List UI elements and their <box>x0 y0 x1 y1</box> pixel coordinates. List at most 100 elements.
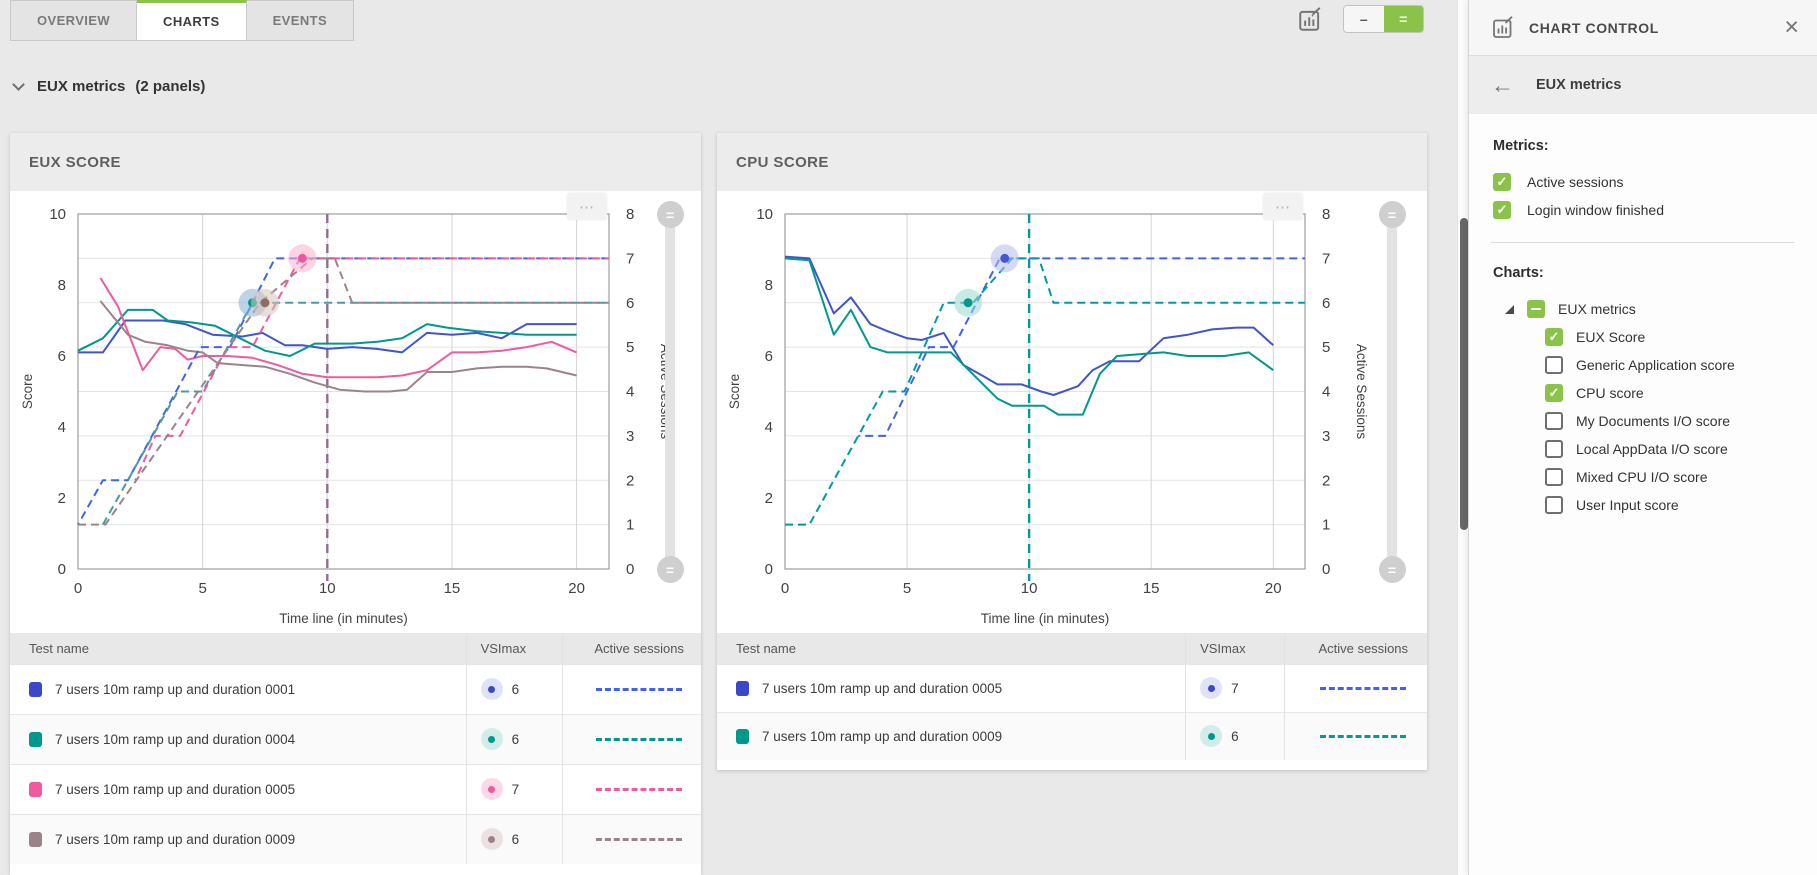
table-row[interactable]: 7 users 10m ramp up and duration 0005 7 <box>717 663 1427 712</box>
svg-text:4: 4 <box>58 419 66 436</box>
column-header[interactable]: VSImax <box>1185 633 1285 664</box>
eux-score-table: Test name VSImax Active sessions 7 users 10… <box>10 633 701 864</box>
vsimax-value: 7 <box>511 781 520 797</box>
svg-text:3: 3 <box>1322 428 1330 445</box>
svg-text:15: 15 <box>1143 580 1160 597</box>
svg-text:0: 0 <box>781 580 789 597</box>
marker-dot[interactable] <box>963 298 973 308</box>
vsimax-badge <box>1200 677 1223 699</box>
series-dashed-4 <box>77 257 609 526</box>
metric-checkbox-row[interactable]: ✓ Active sessions <box>1493 168 1793 196</box>
column-header[interactable]: Test name <box>717 633 1186 664</box>
tree-leaf-row[interactable]: Generic Application score <box>1493 351 1793 379</box>
tree-leaf-row[interactable]: My Documents I/O score <box>1493 407 1793 435</box>
vsimax-value: 6 <box>511 831 520 847</box>
tree-node-eux-metrics[interactable]: EUX metrics <box>1493 295 1793 323</box>
test-name: 7 users 10m ramp up and duration 0005 <box>762 680 1003 696</box>
table-row[interactable]: 7 users 10m ramp up and duration 0001 6 <box>10 663 701 714</box>
unchecked-checkbox-icon[interactable] <box>1545 496 1563 514</box>
chart-control-sidebar: CHART CONTROL × ← EUX metrics Metrics: ✓… <box>1468 0 1817 875</box>
vsimax-badge <box>480 728 503 750</box>
tree-leaf-label: Generic Application score <box>1576 357 1735 373</box>
checked-checkbox-icon[interactable]: ✓ <box>1545 384 1563 402</box>
results-table: Test name VSImax Active sessions 7 users 10… <box>717 633 1427 760</box>
collapse-panels-button[interactable]: – <box>1344 6 1384 32</box>
vsimax-value: 6 <box>1231 728 1239 744</box>
unchecked-checkbox-icon[interactable] <box>1545 412 1563 430</box>
tree-leaf-row[interactable]: Local AppData I/O score <box>1493 435 1793 463</box>
table-row[interactable]: 7 users 10m ramp up and duration 0004 6 <box>10 713 701 764</box>
column-header[interactable]: Active sessions <box>562 633 701 664</box>
column-header[interactable]: VSImax <box>465 633 563 664</box>
svg-text:6: 6 <box>58 348 66 365</box>
table-row[interactable]: 7 users 10m ramp up and duration 0009 6 <box>10 813 701 864</box>
close-icon[interactable]: × <box>1784 13 1799 41</box>
chart-menu-button[interactable]: ⋯ <box>1263 193 1303 220</box>
checked-checkbox-icon[interactable]: ✓ <box>1545 328 1563 346</box>
series-color-swatch <box>736 680 749 696</box>
table-row[interactable]: 7 users 10m ramp up and duration 0005 7 <box>10 763 701 814</box>
series-solid-1 <box>784 257 1274 416</box>
vsimax-badge <box>480 678 503 700</box>
vsimax-value: 6 <box>511 731 520 747</box>
series-solid-3 <box>99 300 577 393</box>
column-header[interactable]: Test name <box>10 633 467 664</box>
section-panel-count: (2 panels) <box>135 78 206 95</box>
chart-edit-icon <box>1493 15 1513 38</box>
chevron-down-icon[interactable] <box>12 77 25 91</box>
expand-panels-button[interactable]: = <box>1383 6 1423 32</box>
marker-dot[interactable] <box>297 253 307 263</box>
checked-checkbox-icon[interactable]: ✓ <box>1493 201 1511 219</box>
slider-handle-bottom[interactable]: = <box>1378 556 1406 583</box>
tab-charts-label: CHARTS <box>163 14 220 29</box>
vsimax-badge <box>480 778 503 800</box>
unchecked-checkbox-icon[interactable] <box>1545 440 1563 458</box>
column-header[interactable]: Active sessions <box>1284 633 1427 664</box>
cpu-score-panel: CPU SCORE 0 2 4 6 8 10 0 1 2 3 4 5 6 7 8 0 5 10 15 20 Score A… <box>717 133 1427 770</box>
tree-leaf-row[interactable]: ✓ EUX Score <box>1493 323 1793 351</box>
checked-checkbox-icon[interactable]: ✓ <box>1493 173 1511 191</box>
indeterminate-checkbox-icon[interactable] <box>1527 300 1545 318</box>
metric-checkbox-row[interactable]: ✓ Login window finished <box>1493 196 1793 224</box>
tab-events[interactable]: EVENTS <box>246 0 355 41</box>
metric-label: Active sessions <box>1527 174 1624 190</box>
svg-text:7: 7 <box>626 250 634 267</box>
chart-control-toggle-button[interactable] <box>1295 6 1325 34</box>
unchecked-checkbox-icon[interactable] <box>1545 468 1563 486</box>
sessions-axis-slider[interactable]: = = <box>656 201 684 583</box>
marker-dot[interactable] <box>260 298 270 308</box>
slider-handle-bottom[interactable]: = <box>656 556 684 583</box>
panel-size-toggle: – = <box>1343 5 1424 33</box>
tab-overview[interactable]: OVERVIEW <box>10 0 138 41</box>
tree-expand-icon[interactable] <box>1505 304 1514 314</box>
table-row[interactable]: 7 users 10m ramp up and duration 0009 6 <box>717 711 1427 760</box>
slider-handle-top[interactable]: = <box>1378 201 1406 228</box>
scrollbar-thumb[interactable] <box>1459 218 1468 530</box>
svg-text:10: 10 <box>49 206 66 223</box>
y-axis-left-title: Score <box>20 374 35 409</box>
series-dashed-3 <box>785 257 1305 526</box>
tab-charts[interactable]: CHARTS <box>137 0 247 41</box>
chart-menu-button[interactable]: ⋯ <box>567 193 607 220</box>
svg-text:5: 5 <box>626 339 634 356</box>
back-arrow-icon[interactable]: ← <box>1491 71 1514 98</box>
unchecked-checkbox-icon[interactable] <box>1545 356 1563 374</box>
main-scrollbar[interactable] <box>1457 0 1468 875</box>
svg-text:8: 8 <box>626 206 634 223</box>
vsimax-value: 6 <box>511 681 520 697</box>
slider-handle-top[interactable]: = <box>656 201 684 228</box>
test-name: 7 users 10m ramp up and duration 0004 <box>55 731 296 747</box>
tree-leaf-row[interactable]: User Input score <box>1493 491 1793 519</box>
tree-leaf-row[interactable]: ✓ CPU score <box>1493 379 1793 407</box>
marker-dot[interactable] <box>1000 253 1010 263</box>
svg-text:0: 0 <box>74 580 82 597</box>
sessions-axis-slider[interactable]: = = <box>1378 201 1406 583</box>
tree-leaf-row[interactable]: Mixed CPU I/O score <box>1493 463 1793 491</box>
breadcrumb-title: EUX metrics <box>1536 77 1622 93</box>
svg-text:0: 0 <box>765 561 773 578</box>
svg-text:0: 0 <box>1322 561 1330 578</box>
series-color-swatch <box>29 781 42 797</box>
